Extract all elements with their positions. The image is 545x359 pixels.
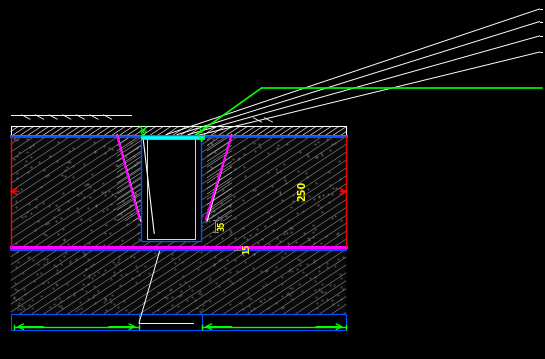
Bar	[11, 136, 346, 248]
Bar	[147, 137, 195, 239]
Text: 250: 250	[298, 181, 307, 201]
Bar	[141, 136, 204, 139]
Bar	[11, 126, 346, 136]
Bar	[11, 314, 346, 330]
Bar	[141, 136, 201, 241]
Bar	[11, 250, 346, 314]
Text: 15: 15	[243, 243, 251, 253]
Text: 35: 35	[218, 220, 227, 230]
